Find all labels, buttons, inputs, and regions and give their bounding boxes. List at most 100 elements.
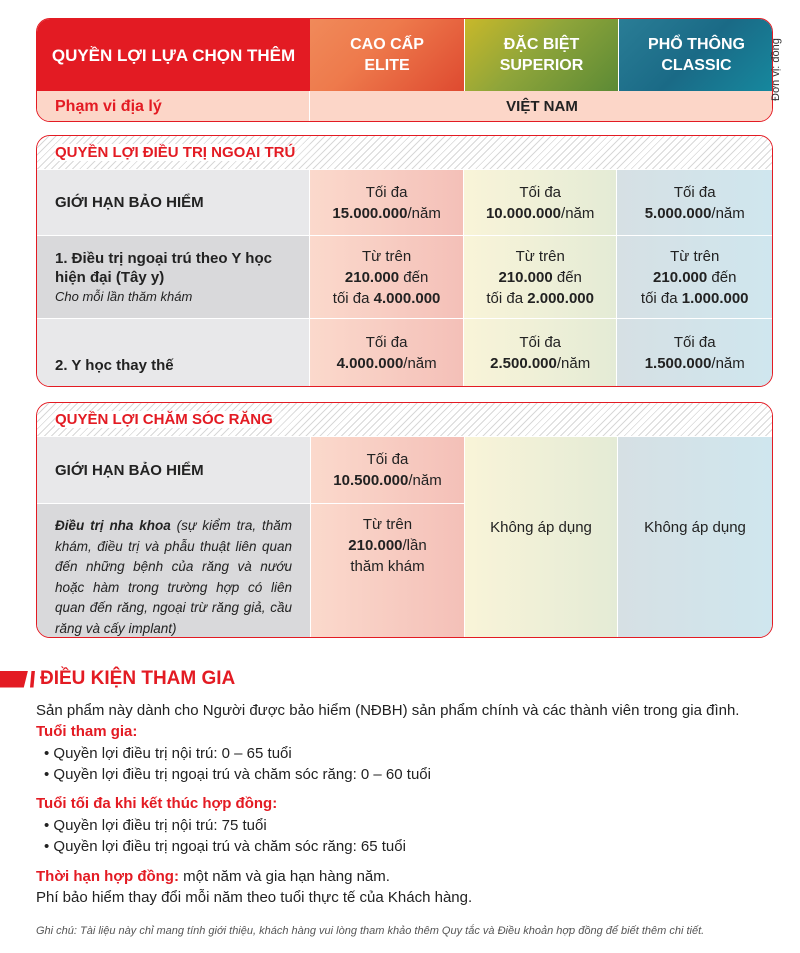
cell-text: thăm khám xyxy=(350,558,425,575)
table-row: 1. Điều trị ngoại trú theo Y học hiện đạ… xyxy=(37,235,772,318)
cell-text: Tối đa xyxy=(519,334,562,351)
row-label: GIỚI HẠN BẢO HIỂM xyxy=(37,437,310,503)
cell-line: 210.000/lần xyxy=(348,535,426,556)
heading-bar-icon xyxy=(0,670,28,688)
cell-line: tối đa 2.000.000 xyxy=(486,288,594,309)
cell-text: /năm xyxy=(408,472,442,489)
amount: 1.000.000 xyxy=(681,289,749,307)
cell-text: Từ trên xyxy=(670,247,720,265)
conditions-intro: Sản phẩm này dành cho Người được bảo hiể… xyxy=(36,702,740,719)
cell-line: 210.000 đến xyxy=(345,267,428,288)
cell-line: Tối đa xyxy=(674,182,716,203)
amount: 4.000.000 xyxy=(373,289,441,307)
amount: 2.000.000 xyxy=(527,289,594,307)
plan-elite: CAO CẤP ELITE xyxy=(310,19,464,91)
heading-bar-icon xyxy=(30,670,35,688)
table-row: Điều trị nha khoa (sự kiểm tra, thăm khá… xyxy=(37,503,464,637)
max-age-title: Tuổi tối đa khi kết thúc hợp đồng: xyxy=(36,795,278,812)
row-label-text: 2. Y học thay thế xyxy=(55,357,174,374)
plan-tier: CLASSIC xyxy=(661,57,732,74)
cell-line: 2.500.000/năm xyxy=(490,353,590,374)
conditions-heading: ĐIỀU KIỆN THAM GIA xyxy=(0,666,235,692)
cell-line: Tối đa xyxy=(519,332,561,353)
cell-text: /lần xyxy=(402,537,427,554)
cell-text: /năm xyxy=(711,204,745,222)
not-applicable-cell: Không áp dụng xyxy=(617,436,772,637)
cell-line: tối đa 1.000.000 xyxy=(641,288,749,309)
geo-scope-row: Phạm vi địa lý VIỆT NAM xyxy=(37,91,772,121)
benefit-cell: Từ trên 210.000/lần thăm khám xyxy=(310,504,464,637)
benefit-cell: Từ trên 210.000 đến tối đa 2.000.000 xyxy=(462,236,617,318)
plan-superior: ĐẶC BIỆT SUPERIOR xyxy=(464,19,618,91)
geo-value: VIỆT NAM xyxy=(506,98,578,115)
benefit-cell: Từ trên 210.000 đến tối đa 4.000.000 xyxy=(309,236,463,318)
amount: 210.000 xyxy=(653,268,708,286)
age-item: • Quyền lợi điều trị ngoại trú và chăm s… xyxy=(44,766,431,783)
cell-line: Từ trên xyxy=(362,246,411,267)
dental-left: GIỚI HẠN BẢO HIỂM Tối đa 10.500.000/năm Điề… xyxy=(37,436,464,637)
plan-tier: ELITE xyxy=(364,57,410,74)
section-title-text: QUYỀN LỢI ĐIỀU TRỊ NGOẠI TRÚ xyxy=(55,144,326,161)
cell-text: Từ trên xyxy=(362,247,412,265)
table-row: GIỚI HẠN BẢO HIỂM Tối đa 10.500.000/năm xyxy=(37,436,464,503)
cell-text: Từ trên xyxy=(515,247,565,265)
term-label: Thời hạn hợp đồng: xyxy=(36,868,179,885)
cell-line: 10.500.000/năm xyxy=(333,470,441,491)
cell-line: 15.000.000/năm xyxy=(332,203,440,224)
section-title: QUYỀN LỢI CHĂM SÓC RĂNG xyxy=(37,403,772,436)
row-label: 2. Y học thay thế xyxy=(37,319,310,386)
cell-text: tối đa xyxy=(332,289,374,307)
cell-text: tối đa xyxy=(486,289,528,307)
cell-text: tối đa xyxy=(640,289,682,307)
age-item: • Quyền lợi điều trị nội trú: 0 – 65 tuổ… xyxy=(44,745,292,762)
term-value: một năm và gia hạn hàng năm. xyxy=(178,868,390,885)
cell-text: Tối đa xyxy=(673,183,716,201)
cell-line: 10.000.000/năm xyxy=(486,203,594,224)
not-applicable-text: Không áp dụng xyxy=(644,519,746,536)
contract-term: Thời hạn hợp đồng: một năm và gia hạn hà… xyxy=(36,868,390,885)
cell-text: đến xyxy=(707,268,737,286)
table-row: 2. Y học thay thế Tối đa 4.000.000/năm Tối … xyxy=(37,318,772,386)
cell-text: /năm xyxy=(403,355,437,372)
amount: 210.000 xyxy=(498,268,553,286)
cell-line: Tối đa xyxy=(366,332,408,353)
cell-line: Từ trên xyxy=(670,246,719,267)
cell-text: Tối đa xyxy=(366,451,409,468)
plan-tier: SUPERIOR xyxy=(499,57,584,74)
dental-table: GIỚI HẠN BẢO HIỂM Tối đa 10.500.000/năm Điề… xyxy=(37,436,772,637)
plan-name: PHỔ THÔNG xyxy=(648,36,745,53)
cell-line: Tối đa xyxy=(367,449,409,470)
section-title-text: QUYỀN LỢI CHĂM SÓC RĂNG xyxy=(55,411,303,428)
unit-label: Đơn vị: đồng xyxy=(770,38,782,102)
amount: 10.500.000 xyxy=(333,472,409,489)
benefit-cell: Tối đa 10.500.000/năm xyxy=(310,437,464,503)
table-row: GIỚI HẠN BẢO HIỂM Tối đa 15.000.000/năm Tối… xyxy=(37,169,772,235)
outpatient-section: QUYỀN LỢI ĐIỀU TRỊ NGOẠI TRÚ GIỚI HẠN BẢ… xyxy=(36,135,773,387)
row-label-text: GIỚI HẠN BẢO HIỂM xyxy=(55,194,204,211)
amount: 5.000.000 xyxy=(644,204,712,222)
cell-line: Tối đa xyxy=(519,182,561,203)
cell-text: Tối đa xyxy=(673,334,716,351)
cell-line: Từ trên xyxy=(516,246,565,267)
plan-classic: PHỔ THÔNG CLASSIC xyxy=(618,19,772,91)
cell-text: /năm xyxy=(711,355,745,372)
amount: 210.000 xyxy=(344,268,400,286)
max-age-item: • Quyền lợi điều trị nội trú: 75 tuổi xyxy=(44,817,267,834)
amount: 4.000.000 xyxy=(336,355,404,372)
cell-line: 5.000.000/năm xyxy=(645,203,745,224)
premium-note: Phí bảo hiểm thay đổi mỗi năm theo tuổi … xyxy=(36,889,473,906)
amount: 10.000.000 xyxy=(485,204,562,222)
plan-name: ĐẶC BIỆT xyxy=(503,36,580,53)
cell-text: đến xyxy=(399,268,429,286)
benefit-cell: Tối đa 15.000.000/năm xyxy=(309,170,463,235)
row-label-text: Điều trị nha khoa (sự kiểm tra, thăm khá… xyxy=(55,516,292,637)
max-age-item: • Quyền lợi điều trị ngoại trú và chăm s… xyxy=(44,838,406,855)
row-label-bold: Điều trị nha khoa xyxy=(55,518,171,533)
dental-section: QUYỀN LỢI CHĂM SÓC RĂNG GIỚI HẠN BẢO HIỂ… xyxy=(36,402,773,638)
row-sublabel: Cho mỗi lần thăm khám xyxy=(55,288,193,304)
age-title: Tuổi tham gia: xyxy=(36,723,138,740)
benefit-cell: Tối đa 5.000.000/năm xyxy=(616,170,772,235)
benefit-cell: Tối đa 4.000.000/năm xyxy=(309,319,463,386)
row-description: (sự kiểm tra, thăm khám, điều trị và phẫ… xyxy=(55,518,292,636)
row-label-text: 1. Điều trị ngoại trú theo Y học hiện đạ… xyxy=(55,249,272,286)
